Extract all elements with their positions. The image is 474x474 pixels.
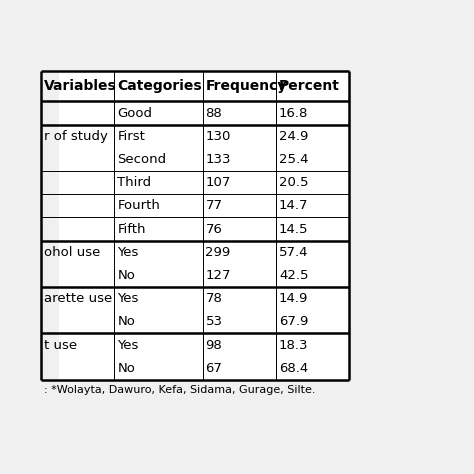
- Text: 67.9: 67.9: [279, 315, 308, 328]
- Text: Variables: Variables: [44, 80, 117, 93]
- Text: 20.5: 20.5: [279, 176, 309, 189]
- Text: First: First: [117, 130, 145, 143]
- Text: 98: 98: [205, 338, 222, 352]
- Text: 130: 130: [205, 130, 231, 143]
- Text: : *Wolayta, Dawuro, Kefa, Sidama, Gurage, Silte.: : *Wolayta, Dawuro, Kefa, Sidama, Gurage…: [44, 385, 315, 395]
- Text: Good: Good: [117, 107, 152, 119]
- Text: Fifth: Fifth: [117, 223, 146, 236]
- Bar: [41, 72, 349, 380]
- Text: 77: 77: [205, 200, 222, 212]
- Text: 78: 78: [205, 292, 222, 305]
- Text: 14.7: 14.7: [279, 200, 309, 212]
- Text: t use: t use: [44, 338, 77, 352]
- Text: 299: 299: [205, 246, 231, 259]
- Text: Yes: Yes: [117, 246, 139, 259]
- Text: Third: Third: [117, 176, 151, 189]
- Text: 88: 88: [205, 107, 222, 119]
- Text: No: No: [117, 362, 135, 375]
- Text: 18.3: 18.3: [279, 338, 309, 352]
- Text: 24.9: 24.9: [279, 130, 308, 143]
- Text: 42.5: 42.5: [279, 269, 309, 282]
- Text: 107: 107: [205, 176, 231, 189]
- Text: 68.4: 68.4: [279, 362, 308, 375]
- Text: 57.4: 57.4: [279, 246, 309, 259]
- Text: No: No: [117, 269, 135, 282]
- Text: ohol use: ohol use: [44, 246, 100, 259]
- Text: 67: 67: [205, 362, 222, 375]
- Text: Second: Second: [117, 153, 166, 166]
- Text: Yes: Yes: [117, 338, 139, 352]
- Text: Yes: Yes: [117, 292, 139, 305]
- Text: Fourth: Fourth: [117, 200, 160, 212]
- Text: 127: 127: [205, 269, 231, 282]
- Text: No: No: [117, 315, 135, 328]
- Text: r of study: r of study: [44, 130, 108, 143]
- Text: 14.5: 14.5: [279, 223, 309, 236]
- Text: 76: 76: [205, 223, 222, 236]
- Text: 133: 133: [205, 153, 231, 166]
- Text: arette use: arette use: [44, 292, 112, 305]
- Text: Categories: Categories: [117, 80, 202, 93]
- Text: 16.8: 16.8: [279, 107, 308, 119]
- Text: 14.9: 14.9: [279, 292, 308, 305]
- Text: 53: 53: [205, 315, 222, 328]
- Text: Frequency: Frequency: [205, 80, 287, 93]
- Text: 25.4: 25.4: [279, 153, 309, 166]
- Text: Percent: Percent: [279, 80, 340, 93]
